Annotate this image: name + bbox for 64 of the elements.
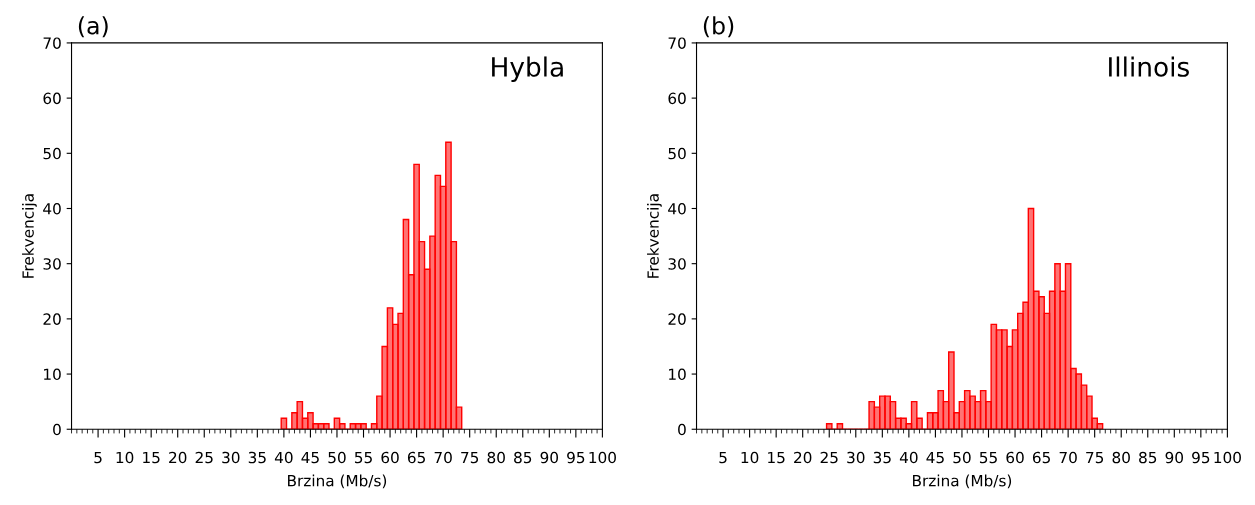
annotation: Hybla (492, 56, 563, 82)
x-tick-label: 30 (222, 451, 240, 464)
y-tick-label: 30 (668, 258, 686, 270)
x-tick-label: 35 (873, 451, 891, 464)
y-tick-label: 70 (668, 37, 686, 49)
x-tick-label: 60 (1006, 451, 1024, 464)
x-tick-label: 10 (116, 451, 134, 464)
y-tick-label: 50 (43, 147, 61, 160)
y-tick-label: 40 (668, 202, 686, 215)
x-tick-label: 85 (1139, 451, 1157, 464)
x-tick-label: 15 (143, 451, 160, 464)
x-tick-label: 40 (899, 451, 918, 464)
y-tick-label: 10 (669, 368, 686, 381)
x-tick-label: 5 (94, 451, 102, 464)
x-tick-label: 70 (1059, 451, 1077, 464)
x-tick-label: 5 (719, 451, 727, 464)
x-axis-title: Brzina (Mb/s) (288, 474, 387, 489)
x-tick-label: 50 (953, 451, 971, 464)
x-tick-label: 10 (741, 451, 759, 464)
x-tick-label: 90 (540, 451, 559, 464)
y-tick-label: 20 (668, 313, 686, 325)
annotation: Illinois (1109, 56, 1189, 77)
y-tick-label: 70 (43, 37, 61, 49)
x-tick-label: 45 (301, 451, 319, 464)
y-tick-label: 60 (668, 92, 686, 105)
x-tick-label: 20 (794, 451, 812, 464)
x-tick-label: 65 (1032, 451, 1050, 464)
x-tick-label: 75 (461, 451, 479, 464)
x-tick-label: 55 (354, 451, 372, 464)
x-tick-label: 90 (1165, 451, 1184, 464)
x-tick-label: 45 (926, 451, 944, 464)
y-tick-label: 50 (668, 147, 686, 160)
x-tick-label: 35 (248, 451, 266, 464)
y-tick-label: 10 (44, 368, 61, 381)
x-tick-label: 70 (434, 451, 452, 464)
chart-title: (a) (78, 16, 108, 38)
x-tick-label: 25 (820, 451, 838, 464)
x-tick-label: 75 (1086, 451, 1104, 464)
x-tick-label: 80 (487, 451, 505, 464)
x-tick-label: 100 (1214, 451, 1241, 464)
x-tick-label: 80 (1112, 451, 1130, 464)
x-tick-label: 95 (1192, 451, 1210, 464)
x-tick-label: 100 (589, 451, 616, 464)
x-tick-label: 20 (169, 451, 187, 464)
y-tick-label: 0 (678, 423, 686, 436)
x-tick-label: 40 (274, 451, 293, 464)
x-tick-label: 25 (195, 451, 213, 464)
x-tick-label: 85 (514, 451, 532, 464)
x-tick-label: 55 (979, 451, 997, 464)
y-axis-title: Frekvencija (647, 194, 662, 278)
x-tick-label: 65 (407, 451, 425, 464)
x-axis-title: Brzina (Mb/s) (913, 474, 1012, 489)
y-axis-title: Frekvencija (22, 194, 37, 278)
x-tick-label: 15 (768, 451, 785, 464)
y-tick-label: 60 (43, 92, 61, 105)
x-tick-label: 60 (381, 451, 399, 464)
x-tick-label: 95 (567, 451, 585, 464)
y-tick-label: 0 (53, 423, 61, 436)
y-tick-label: 30 (43, 258, 61, 270)
x-tick-label: 50 (328, 451, 346, 464)
y-tick-label: 40 (43, 202, 61, 215)
x-tick-label: 30 (847, 451, 865, 464)
y-tick-label: 20 (43, 313, 61, 325)
chart-title: (b) (703, 16, 734, 38)
